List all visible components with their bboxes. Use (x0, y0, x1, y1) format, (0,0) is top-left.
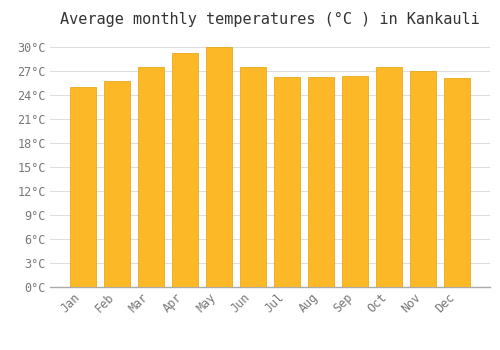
Bar (104, 80, 130, 287)
Bar (138, 67, 164, 287)
Bar (308, 77, 334, 287)
Bar (70, 87, 96, 287)
Bar (342, 76, 368, 287)
Bar (240, 67, 266, 287)
Bar (444, 78, 470, 287)
Bar (274, 77, 300, 287)
Bar (206, 47, 232, 287)
Bar (376, 67, 402, 287)
Bar (172, 52, 198, 287)
Title: Average monthly temperatures (°C ) in Kankauli: Average monthly temperatures (°C ) in Ka… (60, 12, 480, 27)
Bar (410, 71, 436, 287)
